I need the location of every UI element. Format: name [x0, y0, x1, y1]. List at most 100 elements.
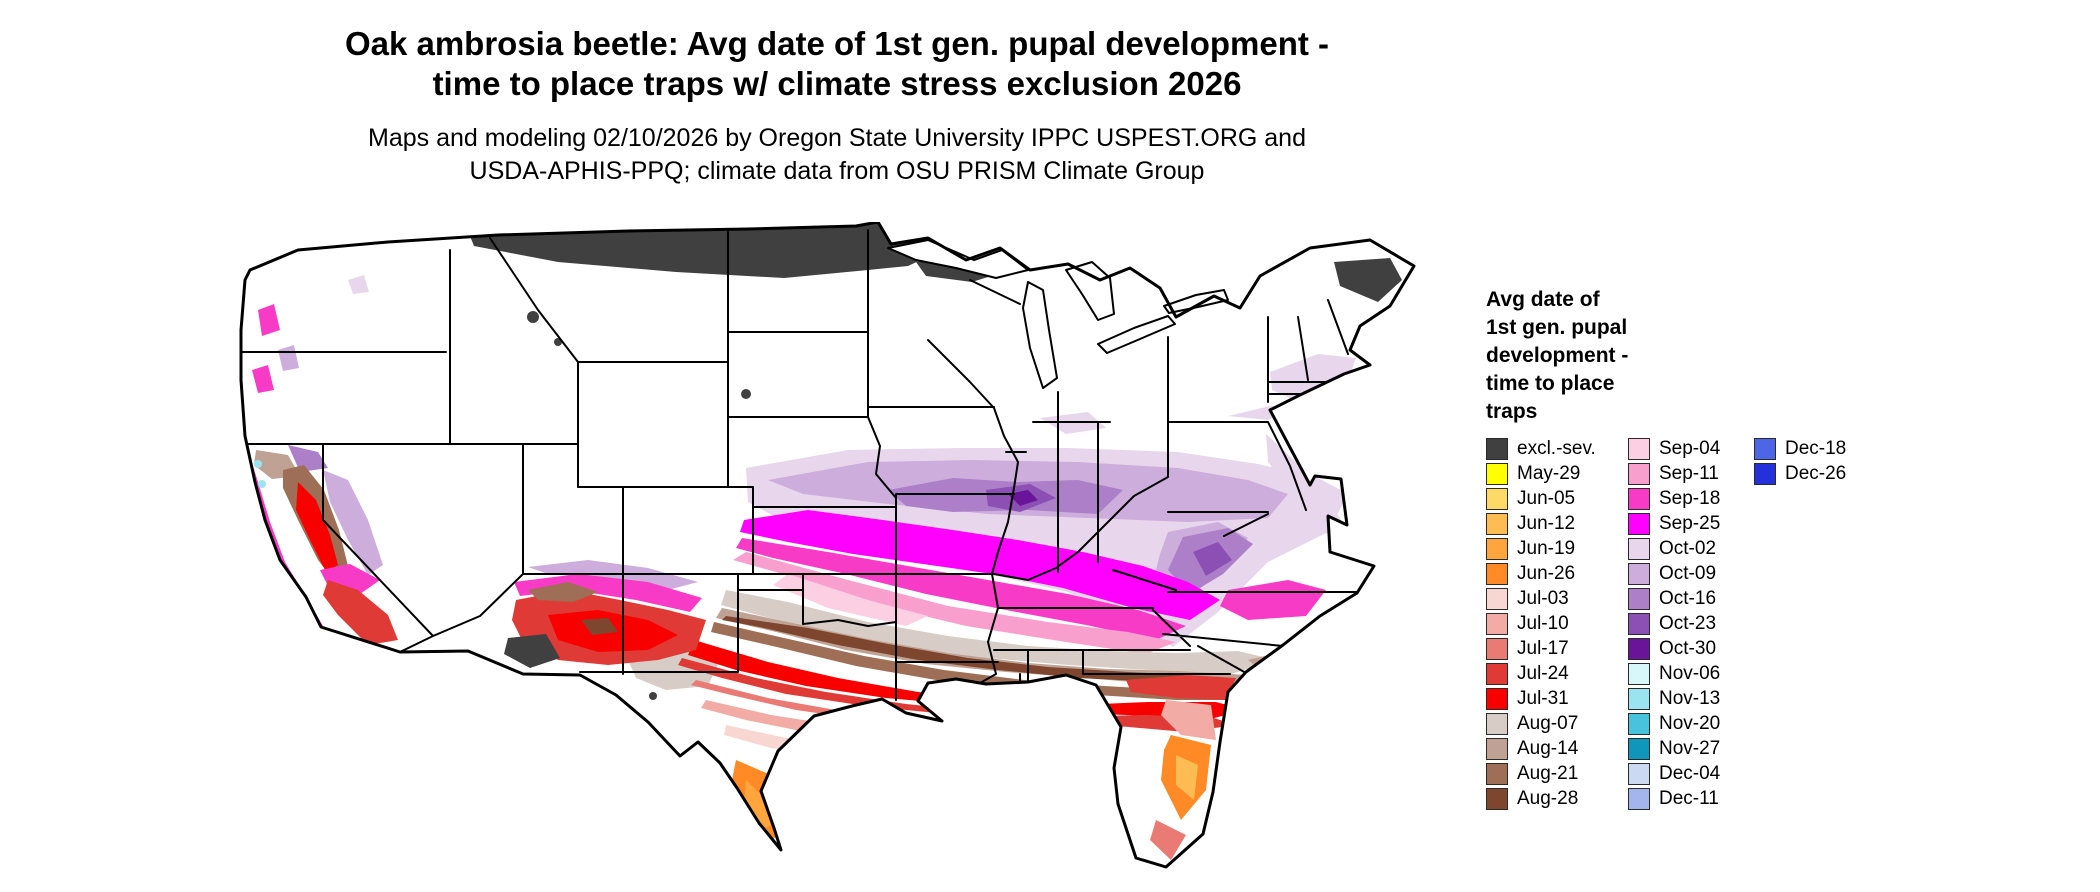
legend-label: Oct-02 — [1659, 537, 1717, 559]
legend-swatch — [1486, 512, 1508, 535]
legend-swatch — [1486, 712, 1508, 735]
region-jun12 — [1176, 755, 1198, 800]
region-oct09 — [323, 470, 383, 575]
legend-entry: Sep-04 — [1628, 436, 1720, 461]
legend-swatch — [1628, 562, 1650, 585]
legend-column-3: Dec-18 Dec-26 — [1754, 436, 1846, 486]
legend-swatch — [1486, 537, 1508, 560]
legend-entry: Nov-13 — [1628, 686, 1720, 711]
region-dec18 — [253, 507, 259, 513]
legend-entry: Aug-28 — [1486, 786, 1596, 811]
legend-label: Jul-03 — [1517, 587, 1569, 609]
legend-swatch — [1486, 787, 1508, 810]
legend-entry: Oct-02 — [1628, 536, 1720, 561]
legend-swatch — [1486, 462, 1508, 485]
legend-entry: Dec-26 — [1754, 461, 1846, 486]
legend-swatch — [1486, 562, 1508, 585]
legend-swatch — [1628, 637, 1650, 660]
map-subtitle-line1: Maps and modeling 02/10/2026 by Oregon S… — [368, 124, 1306, 152]
legend-title-line: traps — [1486, 400, 1538, 423]
map-title-line1: Oak ambrosia beetle: Avg date of 1st gen… — [344, 25, 1330, 62]
legend-swatch — [1486, 687, 1508, 710]
legend-label: Nov-06 — [1659, 662, 1721, 684]
legend-swatch — [1628, 487, 1650, 510]
region-dec26 — [251, 515, 257, 521]
legend-entry: Jun-12 — [1486, 511, 1596, 536]
region-jul24 — [323, 580, 398, 645]
region-nov13 — [254, 460, 262, 468]
region-oct02 — [1270, 354, 1356, 402]
region-excl-sev — [741, 389, 751, 399]
region-aug28 — [722, 616, 1186, 682]
legend-label: Aug-07 — [1517, 712, 1579, 734]
region-excl-sev — [1334, 258, 1402, 302]
legend-label: Oct-30 — [1659, 637, 1717, 659]
legend-column-1: excl.-sev. May-29 Jun-05 Jun-12 Jun-19 Jun-26… — [1486, 436, 1596, 811]
region-jul31 — [296, 482, 338, 572]
legend-entry: Oct-30 — [1628, 636, 1720, 661]
region-sep11 — [733, 552, 1176, 654]
legend-label: Nov-13 — [1659, 687, 1721, 709]
legend-swatch — [1486, 637, 1508, 660]
region-oct02 — [348, 275, 369, 294]
region-sep18 — [258, 304, 280, 336]
state-borders — [241, 229, 1374, 705]
legend-entry: Nov-27 — [1628, 736, 1720, 761]
legend-swatch — [1628, 612, 1650, 635]
legend: excl.-sev. May-29 Jun-05 Jun-12 Jun-19 Jun-26… — [1486, 436, 2086, 836]
legend-swatch — [1628, 512, 1650, 535]
legend-swatch — [1486, 737, 1508, 760]
legend-swatch — [1628, 587, 1650, 610]
legend-entry: May-29 — [1486, 461, 1596, 486]
legend-label: Sep-04 — [1659, 437, 1721, 459]
us-map — [228, 220, 1440, 884]
legend-title: Avg date of 1st gen. pupal development -… — [1486, 286, 1816, 426]
legend-swatch — [1486, 437, 1508, 460]
region-dec04 — [247, 487, 253, 493]
region-jul10 — [1161, 700, 1216, 740]
region-sep04 — [773, 574, 928, 626]
legend-label: Jun-19 — [1517, 537, 1576, 559]
region-oct30 — [1008, 490, 1038, 506]
region-jul17 — [1150, 820, 1186, 860]
legend-label: Aug-28 — [1517, 787, 1579, 809]
legend-label: Jul-31 — [1517, 687, 1569, 709]
legend-swatch — [1754, 462, 1776, 485]
legend-entry: Jul-03 — [1486, 586, 1596, 611]
legend-label: Jul-10 — [1517, 612, 1569, 634]
legend-label: Aug-14 — [1517, 737, 1579, 759]
legend-label: Aug-21 — [1517, 762, 1579, 784]
legend-swatch — [1486, 662, 1508, 685]
legend-label: Jul-17 — [1517, 637, 1569, 659]
legend-label: Nov-20 — [1659, 712, 1721, 734]
legend-label: excl.-sev. — [1517, 437, 1596, 459]
region-may29 — [1123, 869, 1129, 875]
legend-label: Oct-09 — [1659, 562, 1717, 584]
legend-entry: Jul-10 — [1486, 611, 1596, 636]
legend-label: Oct-23 — [1659, 612, 1717, 634]
lake-huron — [1065, 261, 1115, 321]
legend-entry: excl.-sev. — [1486, 436, 1596, 461]
region-sep18 — [736, 538, 1186, 640]
region-may29 — [1154, 870, 1160, 876]
legend-entry: Jul-31 — [1486, 686, 1596, 711]
legend-title-line: development - — [1486, 344, 1629, 367]
legend-entry: Sep-18 — [1628, 486, 1720, 511]
legend-title-line: Avg date of — [1486, 288, 1600, 311]
legend-label: Sep-11 — [1659, 462, 1719, 484]
legend-swatch — [1628, 737, 1650, 760]
legend-swatch — [1628, 712, 1650, 735]
legend-swatch — [1628, 462, 1650, 485]
legend-entry: Sep-11 — [1628, 461, 1720, 486]
map-title-line2: time to place traps w/ climate stress ex… — [432, 65, 1242, 102]
region-excl-sev — [468, 223, 938, 278]
region-jul24 — [1126, 675, 1236, 700]
legend-label: Jul-24 — [1517, 662, 1569, 684]
legend-column-2: Sep-04 Sep-11 Sep-18 Sep-25 Oct-02 Oct-09 Oct-… — [1628, 436, 1720, 811]
legend-entry: Dec-04 — [1628, 761, 1720, 786]
region-nov13 — [258, 480, 266, 488]
legend-entry: Aug-14 — [1486, 736, 1596, 761]
lake-michigan — [1022, 281, 1058, 389]
legend-label: Dec-04 — [1659, 762, 1721, 784]
legend-entry: Dec-18 — [1754, 436, 1846, 461]
